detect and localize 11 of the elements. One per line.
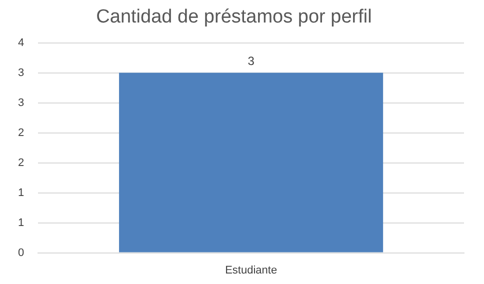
- y-tick-label: 4: [18, 36, 24, 49]
- y-tick-label: 3: [18, 66, 24, 79]
- y-tick-label: 2: [18, 156, 24, 169]
- chart-title: Cantidad de préstamos por perfil: [96, 6, 372, 28]
- y-tick-label: 0: [18, 246, 24, 259]
- data-label: 3: [248, 54, 255, 68]
- y-tick-label: 1: [18, 216, 24, 229]
- y-tick-label: 1: [18, 186, 24, 199]
- y-tick-label: 2: [18, 126, 24, 139]
- y-tick-label: 3: [18, 96, 24, 109]
- x-tick-label: Estudiante: [225, 264, 278, 276]
